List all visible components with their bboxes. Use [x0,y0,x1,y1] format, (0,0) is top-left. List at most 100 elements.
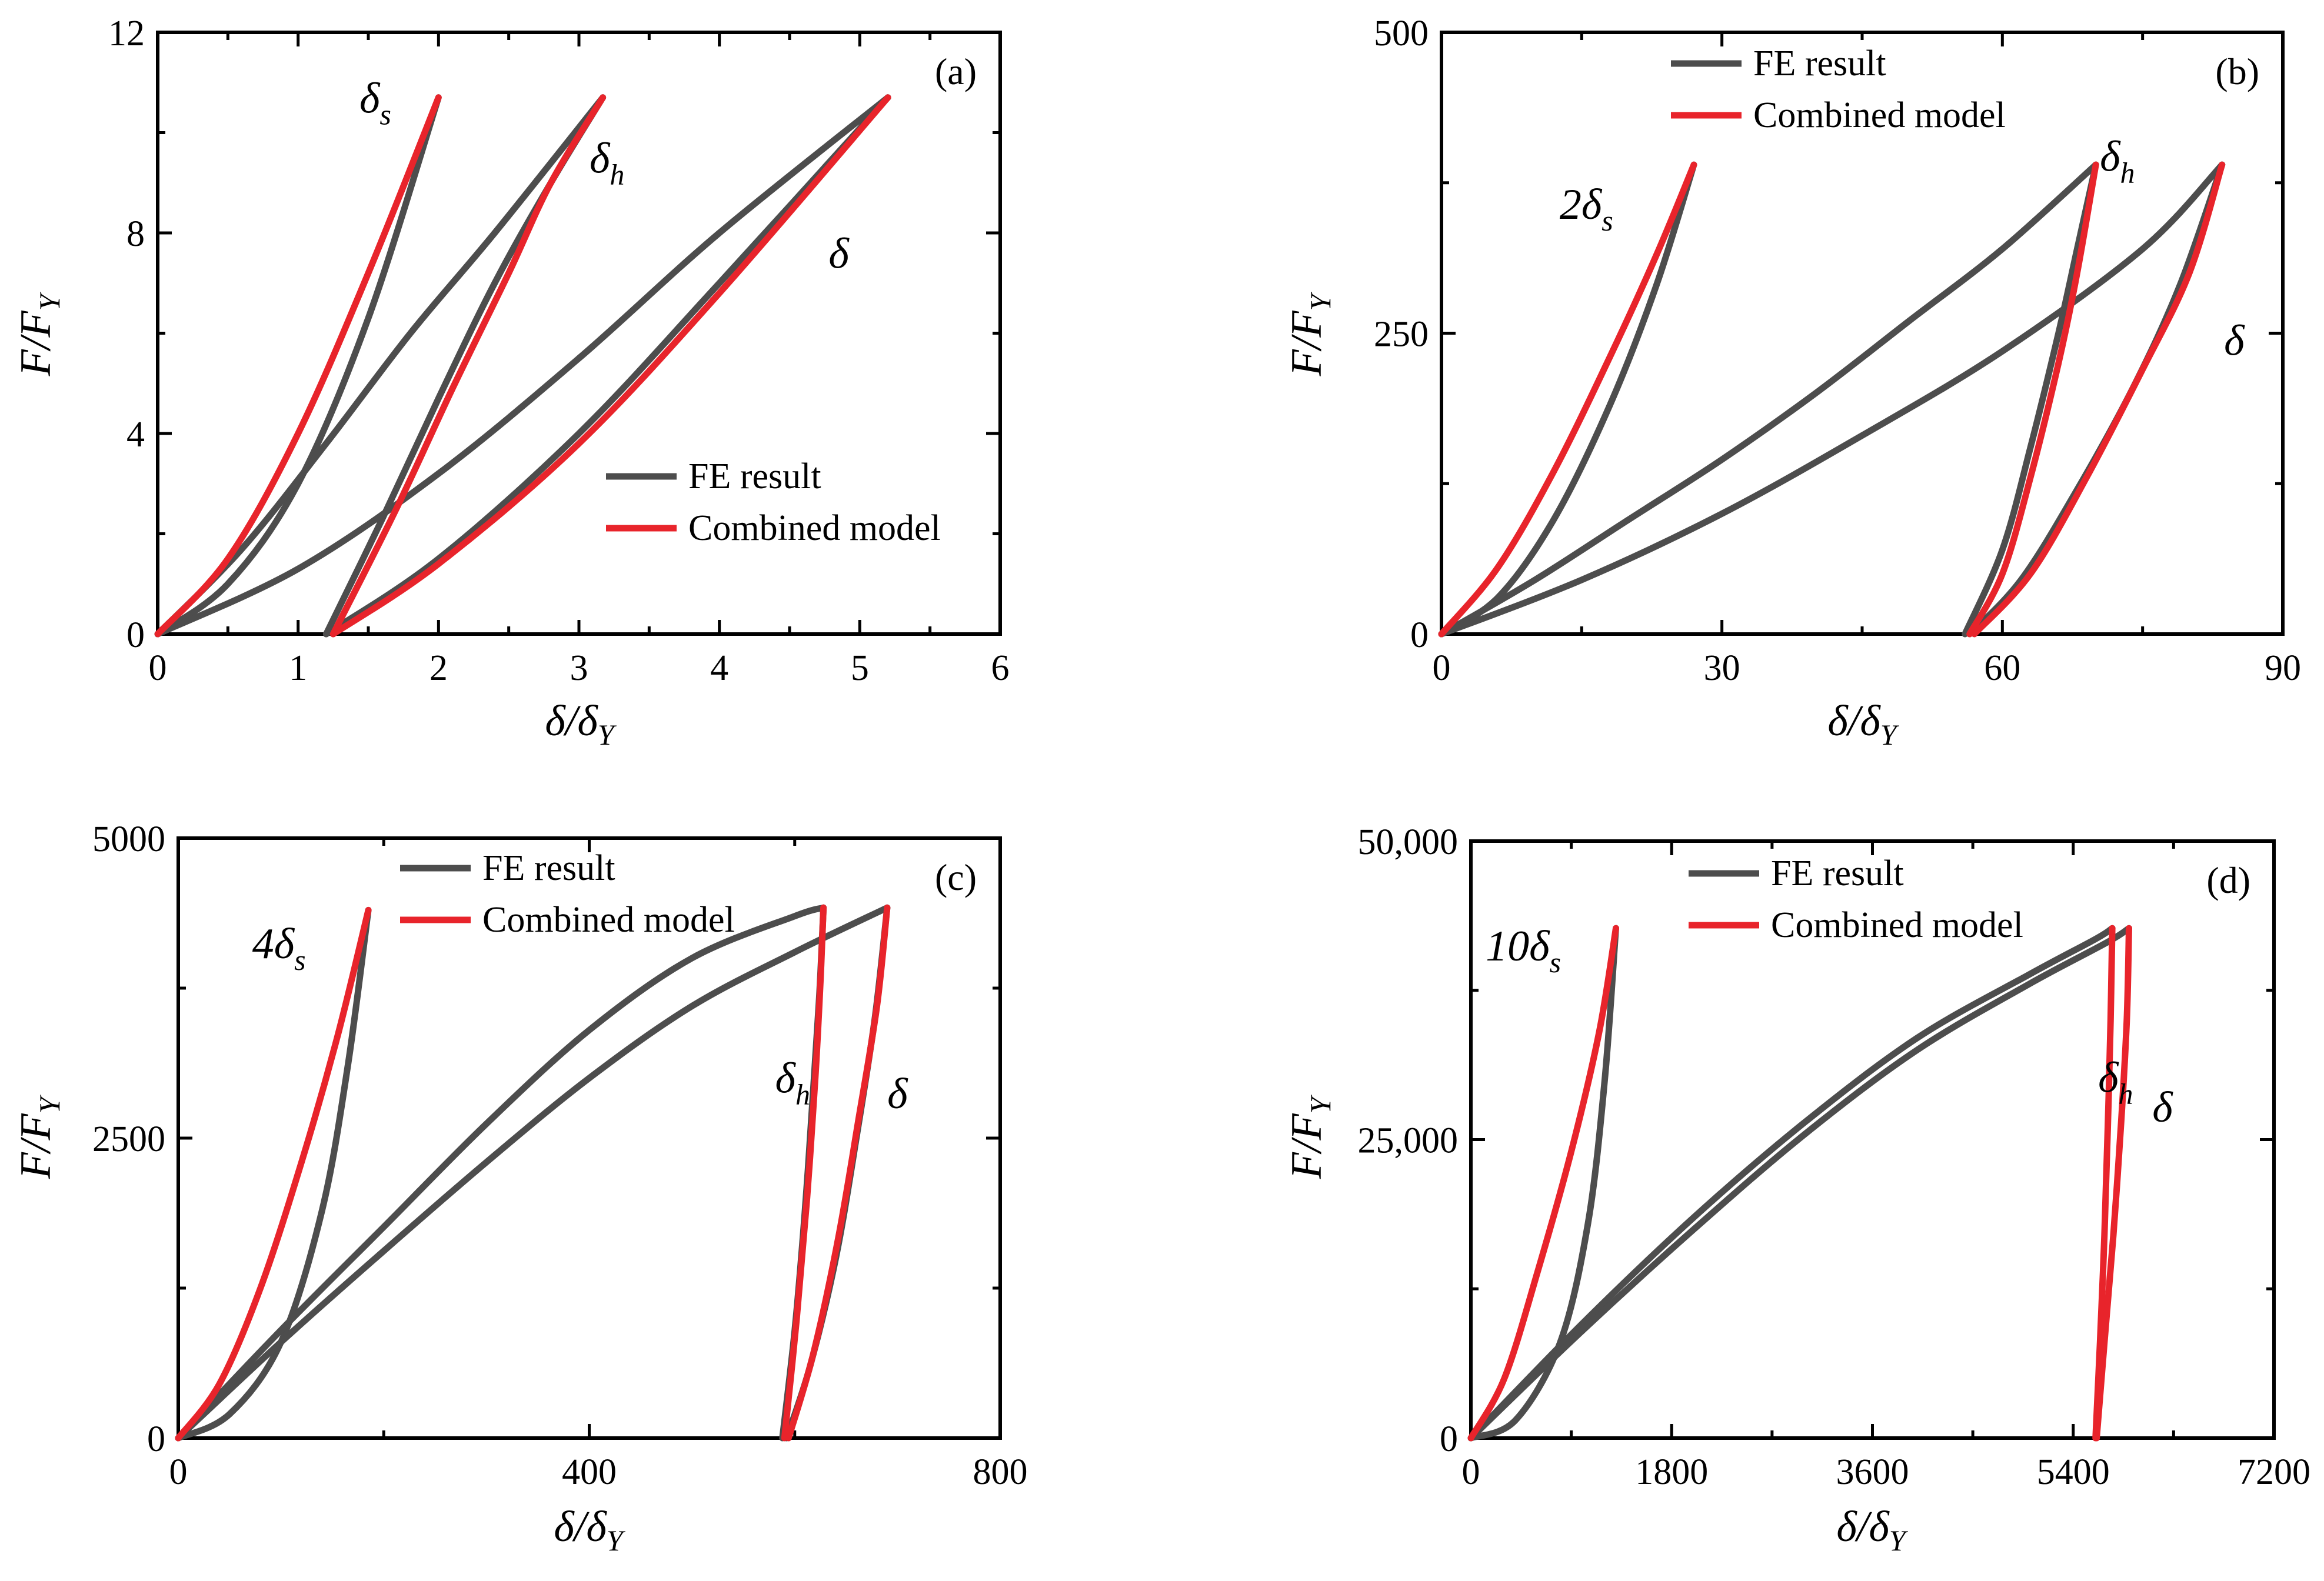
x-tick-label: 6 [991,648,1010,688]
fe-result-curve [154,94,607,638]
combined-model-curve [329,94,891,638]
fe-result-series [1438,161,2226,638]
fe-result-curve [175,906,372,1442]
x-tick-label: 30 [1704,648,1740,688]
fe-result-curve [1438,161,1697,638]
fe-result-series [1467,925,2132,1442]
fe-result-curve [1962,161,2099,638]
fe-result-curve [1467,925,2116,1442]
curve-annotation: δh [590,135,624,191]
combined-model-curve [2093,925,2132,1442]
y-tick-label: 12 [108,14,145,54]
combined-model-curve [1438,161,1697,638]
curve-annotation: δ [828,230,850,278]
panel-label: (c) [935,856,977,898]
y-axis-label: F/FY [1283,291,1337,376]
combined-model-curve [329,94,607,638]
y-tick-label: 250 [1374,315,1429,355]
x-tick-label: 90 [2265,648,2301,688]
legend-label: FE result [1771,853,1904,893]
fe-result-series [175,904,891,1442]
legend-label: Combined model [482,900,735,940]
panel-label: (a) [935,51,977,92]
fe-result-curve [175,904,827,1442]
fe-result-curve [1438,161,2099,638]
curve-annotation: 2δs [1560,181,1613,237]
x-axis-label: δ/δY [545,697,617,751]
combined-model-curve [2092,925,2116,1442]
fe-result-curve [783,904,891,1442]
x-tick-label: 4 [710,648,728,688]
y-tick-label: 0 [126,615,145,655]
fe-result-curve [1467,925,2132,1442]
x-axis-label: δ/δY [554,1503,625,1557]
y-axis-label: F/FY [12,1094,66,1179]
y-tick-label: 2500 [92,1119,165,1159]
panel-d: 0 1800 3600 5400 7200 0 25,000 50,000 δ/δY F/FY (d… [1283,822,2310,1557]
combined-model-curve [154,94,442,638]
curve-annotation: δh [2098,1053,2133,1110]
combined-model-series [175,904,891,1442]
fe-result-curve [322,94,891,638]
y-tick-label: 0 [1410,615,1429,655]
legend-label: FE result [688,456,821,496]
y-tick-label: 50,000 [1358,822,1459,862]
y-axis-label: F/FY [1283,1094,1337,1179]
x-tick-label: 0 [149,648,167,688]
y-tick-label: 0 [1440,1419,1458,1459]
panel-b: 0 30 60 90 0 250 500 δ/δY F/FY (b) FE result Combin… [1283,14,2301,751]
curve-annotation: δ [2152,1083,2173,1132]
y-tick-label: 500 [1374,14,1429,54]
x-tick-label: 800 [973,1452,1028,1492]
legend-label: Combined model [688,508,941,548]
x-tick-label: 0 [1462,1452,1480,1492]
x-axis-label: δ/δY [1827,697,1899,751]
x-tick-label: 0 [1433,648,1451,688]
x-tick-label: 400 [562,1452,617,1492]
combined-model-series [154,94,891,638]
legend-label: FE result [482,848,615,888]
x-tick-label: 7200 [2238,1452,2310,1492]
panel-c: 0 400 800 0 2500 5000 δ/δY F/FY (c) FE result Comb… [12,819,1028,1557]
x-tick-label: 2 [429,648,448,688]
x-tick-label: 3600 [1836,1452,1909,1492]
panel-label: (b) [2215,51,2259,92]
curve-annotation: δh [2100,132,2135,189]
combined-model-curve [781,904,827,1442]
x-tick-label: 5 [851,648,869,688]
x-tick-label: 1800 [1635,1452,1708,1492]
combined-model-series [1438,161,2226,638]
x-axis-label: δ/δY [1836,1503,1908,1557]
fe-result-curve [154,94,442,638]
y-tick-label: 25,000 [1358,1121,1459,1161]
y-tick-label: 0 [147,1419,165,1459]
y-tick-label: 8 [126,214,145,254]
y-tick-label: 4 [126,415,145,455]
legend-label: Combined model [1753,95,2006,135]
fe-result-curve [1438,161,2226,638]
combined-model-curve [1971,161,2226,638]
curve-annotation: δh [775,1054,810,1110]
combined-model-series [1467,925,2132,1442]
fe-result-curve [1467,925,1619,1442]
curve-annotation: δ [2224,316,2245,365]
combined-model-curve [1966,161,2099,638]
legend-label: Combined model [1771,905,2023,945]
y-tick-label: 5000 [92,819,165,859]
x-tick-label: 60 [1984,648,2020,688]
legend-label: FE result [1753,44,1886,84]
fe-result-curve [175,904,891,1442]
x-tick-label: 0 [169,1452,188,1492]
curve-annotation: 10δs [1486,922,1561,979]
fe-result-series [154,94,891,638]
combined-model-curve [175,906,372,1442]
panel-label: (d) [2206,859,2250,901]
combined-model-curve [1467,925,1619,1442]
curve-annotation: δs [359,74,391,131]
x-tick-label: 3 [570,648,588,688]
x-tick-label: 1 [289,648,307,688]
x-tick-label: 5400 [2037,1452,2110,1492]
curve-annotation: 4δs [252,920,306,976]
